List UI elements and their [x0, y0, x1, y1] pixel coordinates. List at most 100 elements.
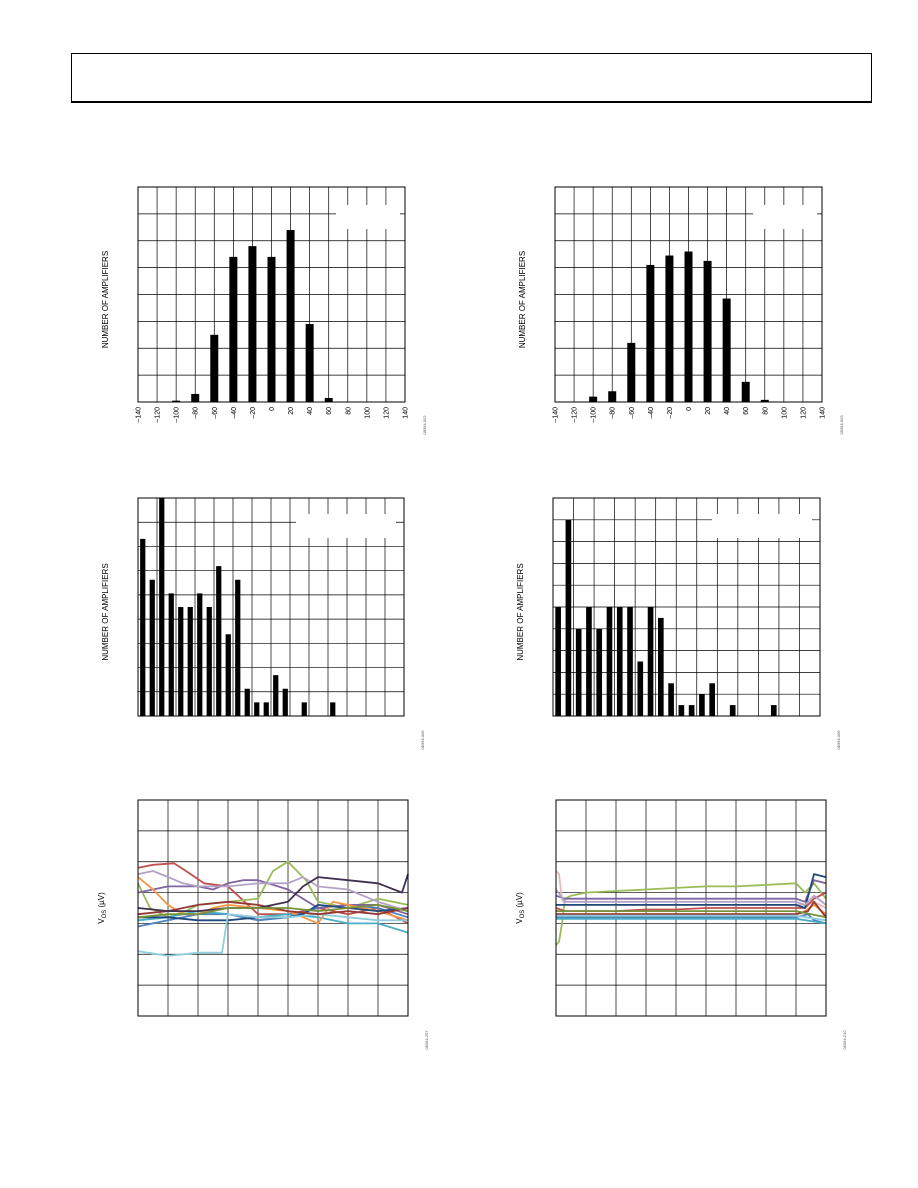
bar [140, 538, 146, 716]
bar [301, 702, 307, 716]
chart-c1: –140 –120 –100 –80 –60 –40 –20 0 20 40 60 80 100 120 1… [101, 186, 427, 435]
bar [267, 256, 276, 402]
bar [668, 683, 674, 716]
series-line [556, 917, 827, 925]
plot-frame [137, 497, 405, 717]
x-tick-label: 140 [403, 407, 410, 419]
plot-frame [552, 497, 821, 717]
x-tick-label: 120 [383, 407, 390, 419]
x-tick-label: –120 [155, 407, 162, 423]
x-tick-label: –120 [572, 407, 579, 423]
figure-code: 08394-003 [839, 415, 844, 435]
series-line [137, 913, 408, 957]
chart-c6: VOS (µV) 08394-210 [515, 799, 847, 1050]
bar [178, 607, 184, 716]
x-tick-label: –20 [250, 407, 257, 419]
x-tick-label: –100 [174, 407, 181, 423]
bar [244, 688, 250, 716]
x-tick-label: –80 [610, 407, 617, 419]
x-tick-label: 140 [820, 407, 827, 419]
series-line [555, 879, 827, 903]
bar [608, 391, 617, 402]
bar [627, 607, 633, 716]
bar [627, 342, 636, 402]
bar [741, 381, 750, 402]
series-line [137, 879, 409, 916]
bar [229, 256, 238, 402]
x-tick-label: –140 [136, 407, 143, 423]
bar [678, 705, 685, 716]
bar [263, 702, 269, 716]
bar [699, 694, 705, 716]
bar [575, 628, 582, 716]
series-line [556, 914, 827, 922]
bar [172, 400, 181, 402]
bar [565, 519, 572, 716]
x-tick-label: –60 [629, 407, 636, 419]
bar [665, 255, 674, 402]
bar [149, 579, 155, 716]
figure-code: 08394-207 [424, 1030, 429, 1050]
x-tick-label: –20 [667, 407, 674, 419]
bar [324, 397, 333, 402]
series-line [556, 873, 827, 909]
bar [703, 260, 712, 402]
x-tick-label: 80 [345, 407, 352, 415]
bar [616, 607, 623, 716]
bar [197, 593, 203, 716]
plot-frame-top [555, 799, 827, 1017]
bar [191, 393, 200, 402]
x-tick-label: 100 [364, 407, 371, 419]
x-tick-label: 60 [743, 407, 750, 415]
bar [688, 705, 695, 716]
x-tick-label: 20 [705, 407, 712, 415]
bar [225, 634, 231, 716]
legend-box [296, 514, 396, 538]
x-tick-label: 20 [288, 407, 295, 415]
x-tick-label: –40 [231, 407, 238, 419]
x-tick-label: –80 [193, 407, 200, 419]
series-line [556, 910, 827, 919]
figure-code: 08394-006 [836, 730, 841, 750]
bar [282, 688, 288, 716]
x-tick-label: 0 [269, 407, 276, 411]
bar [210, 334, 219, 402]
bar [606, 607, 613, 716]
x-tick-label: 120 [800, 407, 807, 419]
bar [206, 607, 212, 716]
x-tick-label: –40 [648, 407, 655, 419]
y-axis-label: NUMBER OF AMPLIFIERS [518, 251, 527, 348]
series-line [137, 870, 409, 912]
legend-box [712, 514, 812, 538]
series-line [556, 900, 827, 918]
chart-c3: NUMBER OF AMPLIFIERS 08394-005 [101, 497, 425, 750]
bar [709, 683, 715, 716]
bar [760, 399, 769, 402]
bar [637, 661, 644, 716]
x-tick-label: 0 [686, 407, 693, 411]
y-axis-label: VOS (µV) [97, 892, 108, 924]
bar [168, 593, 174, 716]
y-axis-label: NUMBER OF AMPLIFIERS [101, 563, 110, 660]
bar [235, 579, 241, 716]
bar [254, 702, 260, 716]
bar [729, 705, 736, 716]
bar [658, 617, 664, 716]
series-line [137, 904, 409, 919]
y-axis-label: NUMBER OF AMPLIFIERS [516, 563, 525, 660]
bar [646, 264, 655, 402]
x-tick-label: 80 [762, 407, 769, 415]
x-tick-label: 40 [724, 407, 731, 415]
series-line [137, 873, 409, 912]
bar [647, 607, 654, 716]
bar [684, 251, 693, 402]
chart-c5: VOS (µV) 08394-207 [97, 799, 429, 1050]
bar [722, 298, 731, 402]
bar [330, 702, 336, 716]
page-header-box [71, 53, 872, 103]
plot-frame-top [137, 799, 409, 1017]
y-axis-label: VOS (µV) [515, 892, 526, 924]
x-tick-label: –60 [212, 407, 219, 419]
series-line [556, 913, 827, 925]
